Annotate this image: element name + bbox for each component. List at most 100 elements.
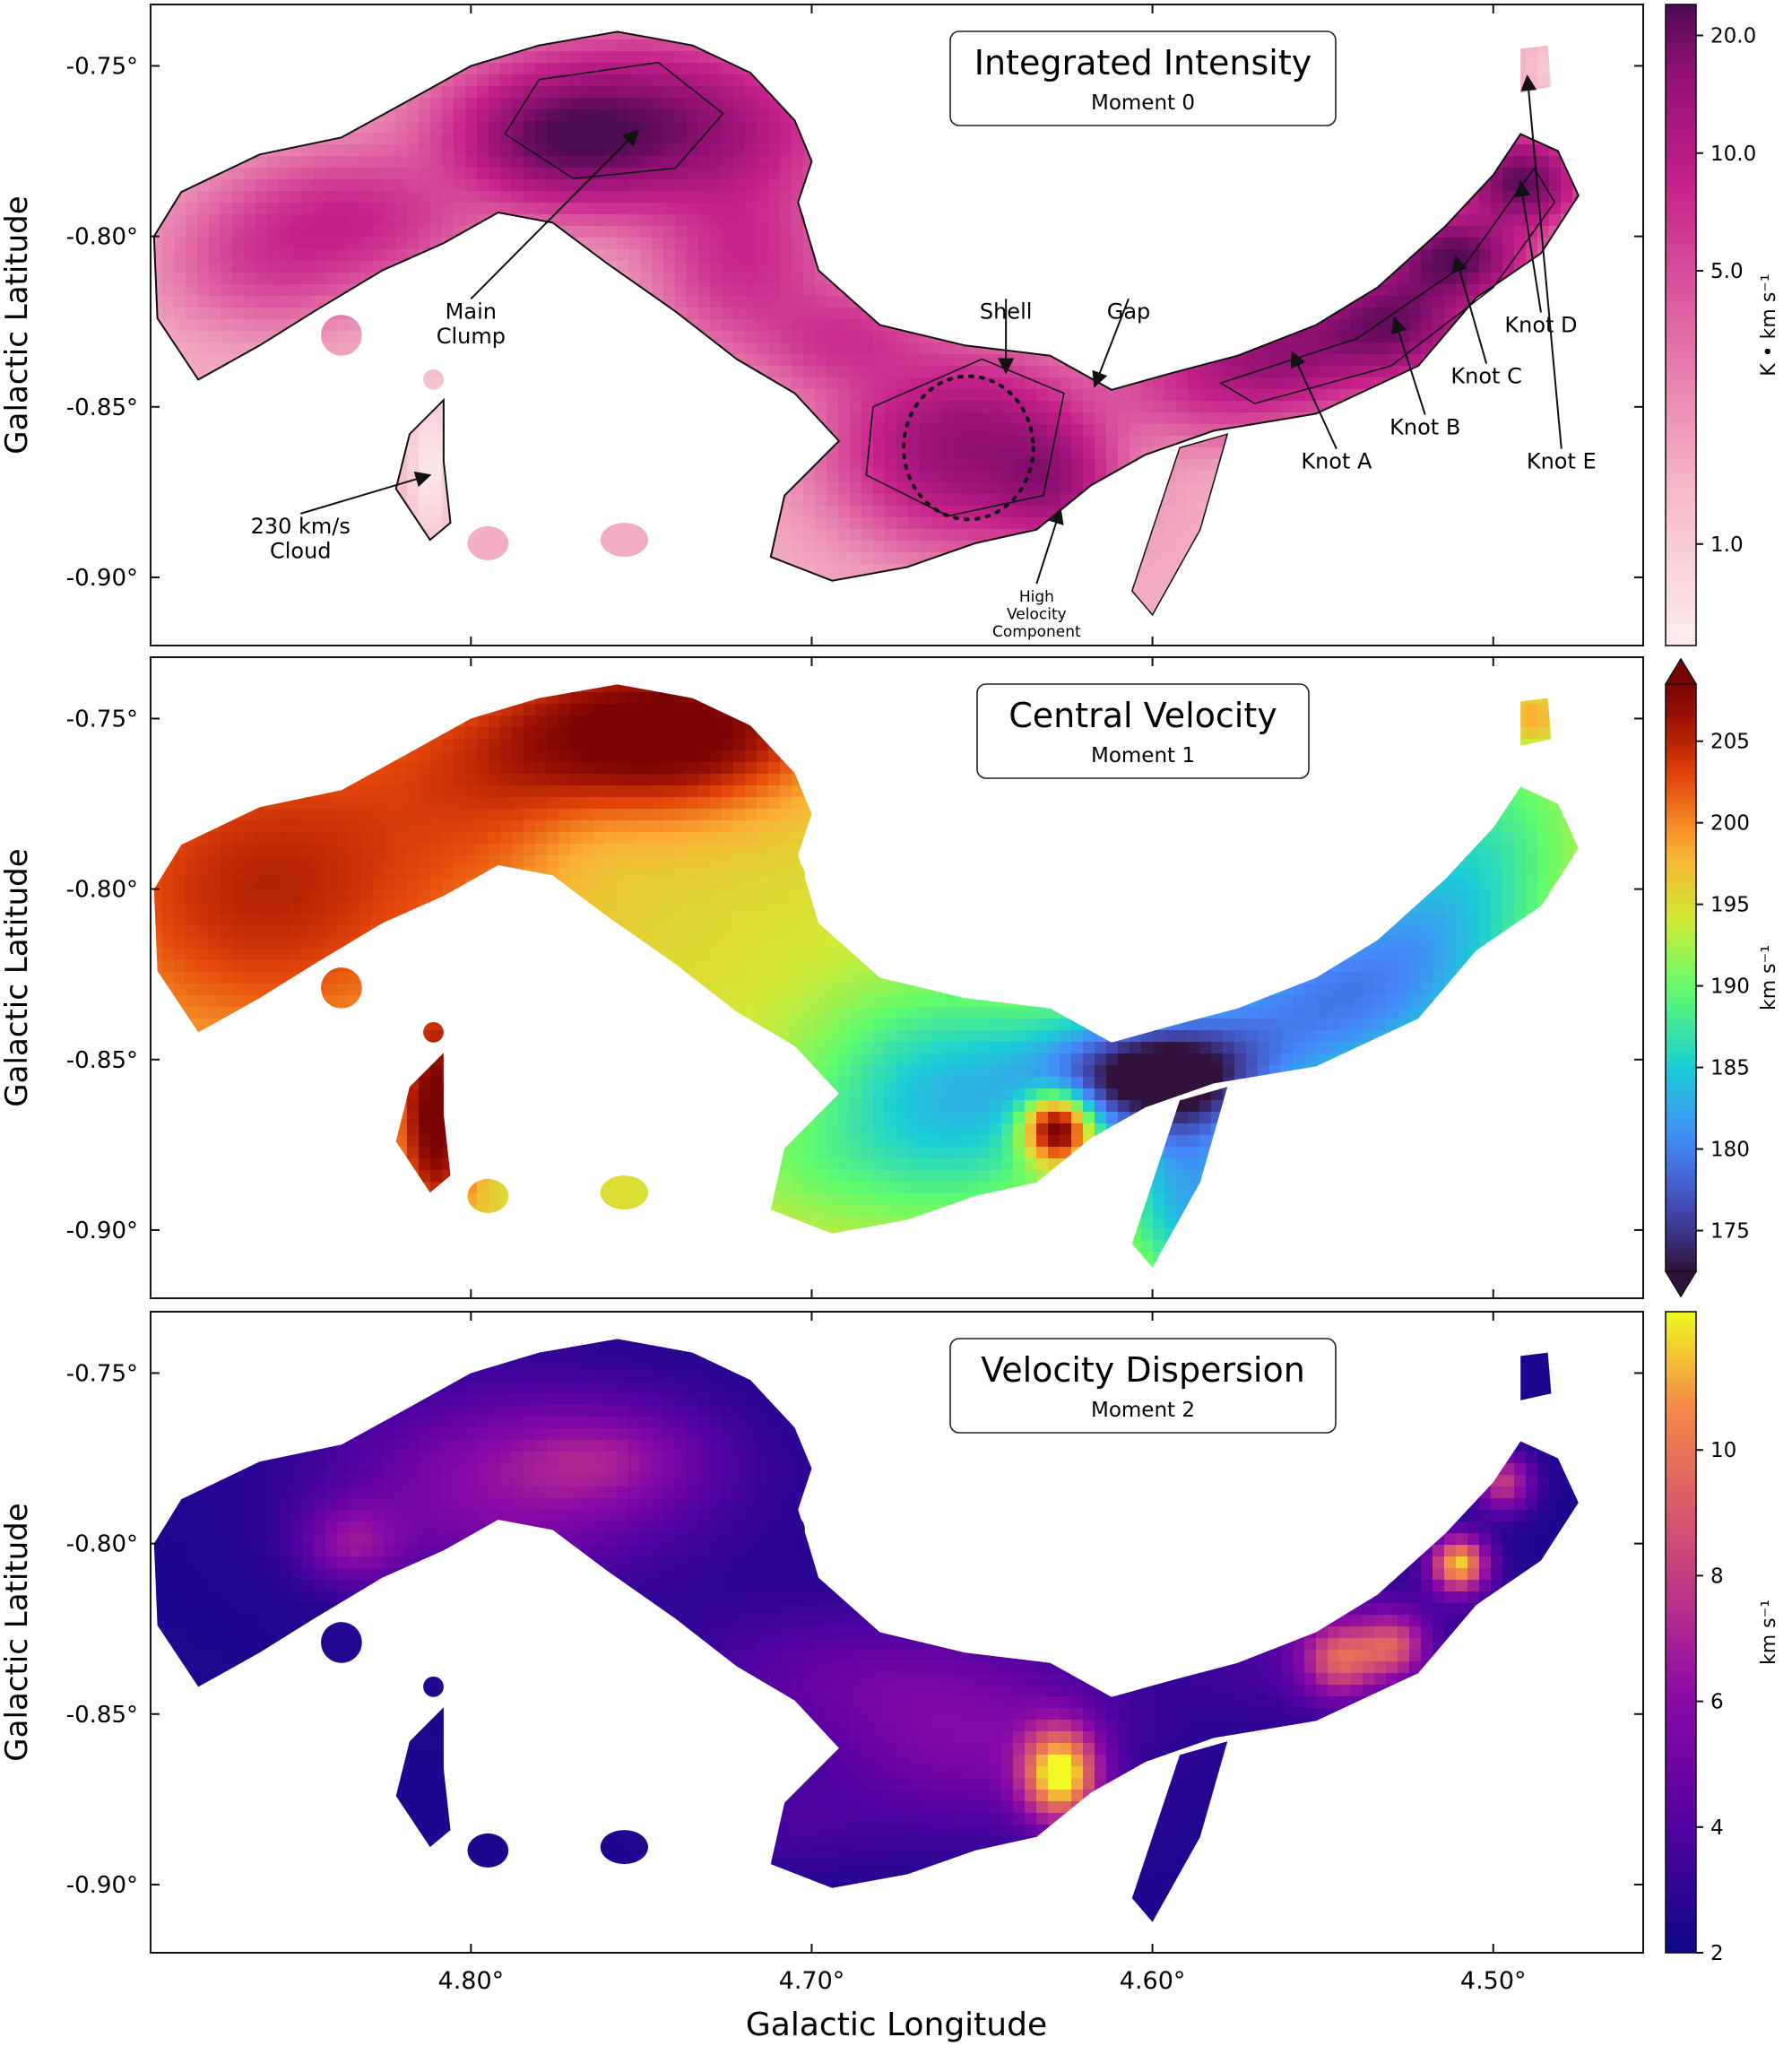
moment0-pixel: [349, 342, 361, 355]
moment0-pixel: [244, 284, 256, 297]
moment0-pixel: [675, 31, 688, 40]
moment0-pixel: [1025, 214, 1037, 227]
moment0-pixel: [325, 319, 338, 332]
moment0-pixel: [617, 16, 629, 29]
moment0-pixel: [1246, 331, 1259, 343]
moment0-pixel: [384, 16, 396, 29]
moment0-pixel: [1561, 133, 1573, 145]
moment0-pixel: [1211, 412, 1224, 425]
moment0-pixel: [768, 133, 781, 145]
moment0-pixel: [663, 98, 676, 110]
moment0-pixel: [920, 447, 932, 460]
moment0-pixel: [1153, 401, 1165, 413]
moment0-pixel: [1060, 436, 1072, 448]
moment0-pixel: [1118, 261, 1130, 273]
moment0-pixel: [244, 366, 256, 378]
moment0-pixel: [209, 389, 221, 402]
moment0-pixel: [221, 121, 233, 134]
moment0-pixel: [570, 156, 583, 169]
moment0-pixel: [1456, 342, 1468, 355]
moment0-pixel: [1153, 179, 1165, 192]
moment0-pixel: [966, 354, 979, 367]
moment0-pixel: [1060, 133, 1072, 145]
moment0-pixel: [1619, 249, 1632, 262]
moment0-pixel: [1234, 412, 1247, 425]
moment0-pixel: [943, 424, 956, 437]
moment0-pixel: [558, 412, 571, 425]
moment0-pixel: [232, 168, 245, 180]
moment0-pixel: [780, 156, 792, 169]
moment0-pixel: [1001, 156, 1014, 169]
moment0-pixel: [489, 389, 501, 402]
moment0-pixel: [162, 63, 175, 75]
moment0-pixel: [1258, 168, 1270, 180]
moment0-pixel: [1491, 74, 1503, 87]
moment0-pixel: [1631, 412, 1643, 425]
moment0-pixel: [267, 436, 280, 448]
moment0-pixel: [186, 447, 198, 460]
moment0-pixel: [920, 296, 932, 308]
moment0-pixel: [955, 319, 967, 332]
moment0-pixel: [1561, 238, 1573, 250]
moment0-pixel: [990, 179, 1002, 192]
moment0-pixel: [803, 31, 816, 40]
moment0-pixel: [1025, 133, 1037, 145]
moment0-pixel: [1025, 249, 1037, 262]
moment0-pixel: [337, 296, 350, 308]
moment0-pixel: [652, 16, 664, 29]
moment0-pixel: [920, 39, 932, 52]
moment0-pixel: [1211, 226, 1224, 238]
moment0-pixel: [395, 354, 408, 367]
moment0-pixel: [850, 284, 862, 297]
moment0-pixel: [1223, 156, 1235, 169]
moment0-pixel: [1328, 284, 1340, 297]
moment0-pixel: [1304, 296, 1317, 308]
moment0-pixel: [745, 424, 757, 437]
moment0-pixel: [1153, 319, 1165, 332]
moment0-pixel: [1339, 86, 1352, 99]
moment0-pixel: [955, 331, 967, 343]
moment0-pixel: [325, 121, 338, 134]
moment0-pixel: [803, 342, 816, 355]
moment0-pixel: [1398, 109, 1410, 122]
moment0-pixel: [535, 86, 548, 99]
moment0-pixel: [1409, 214, 1422, 227]
moment0-pixel: [768, 412, 781, 425]
moment0-pixel: [1293, 4, 1305, 17]
moment0-pixel: [1584, 51, 1597, 64]
moment0-pixel: [827, 401, 839, 413]
moment0-pixel: [663, 273, 676, 285]
moment0-pixel: [1281, 214, 1294, 227]
moment0-pixel: [1048, 226, 1060, 238]
moment0-pixel: [722, 447, 734, 460]
moment0-pixel: [1584, 401, 1597, 413]
moment0-pixel: [302, 377, 315, 390]
moment0-pixel: [512, 366, 524, 378]
moment0-pixel: [1304, 226, 1317, 238]
moment0-pixel: [267, 389, 280, 402]
moment0-pixel: [838, 331, 851, 343]
moment0-pixel: [1001, 144, 1014, 157]
moment0-pixel: [605, 389, 618, 402]
moment0-pixel: [582, 144, 594, 157]
moment0-pixel: [1467, 39, 1480, 52]
moment0-pixel: [1607, 296, 1620, 308]
moment0-pixel: [570, 144, 583, 157]
moment0-pixel: [1421, 377, 1433, 390]
moment0-pixel: [687, 156, 699, 169]
moment0-pixel: [1421, 109, 1433, 122]
moment0-pixel: [850, 342, 862, 355]
moment0-pixel: [1351, 308, 1363, 320]
moment0-pixel: [593, 86, 606, 99]
moment0-pixel: [442, 191, 454, 204]
moment0-pixel: [570, 51, 583, 64]
moment0-pixel: [1164, 133, 1177, 145]
moment0-pixel: [710, 16, 723, 29]
moment0-pixel: [1164, 261, 1177, 273]
moment0-pixel: [1363, 144, 1375, 157]
moment0-pixel: [943, 319, 956, 332]
moment0-pixel: [1596, 214, 1608, 227]
moment0-pixel: [815, 308, 827, 320]
moment0-pixel: [1048, 296, 1060, 308]
moment0-pixel: [1467, 31, 1480, 40]
